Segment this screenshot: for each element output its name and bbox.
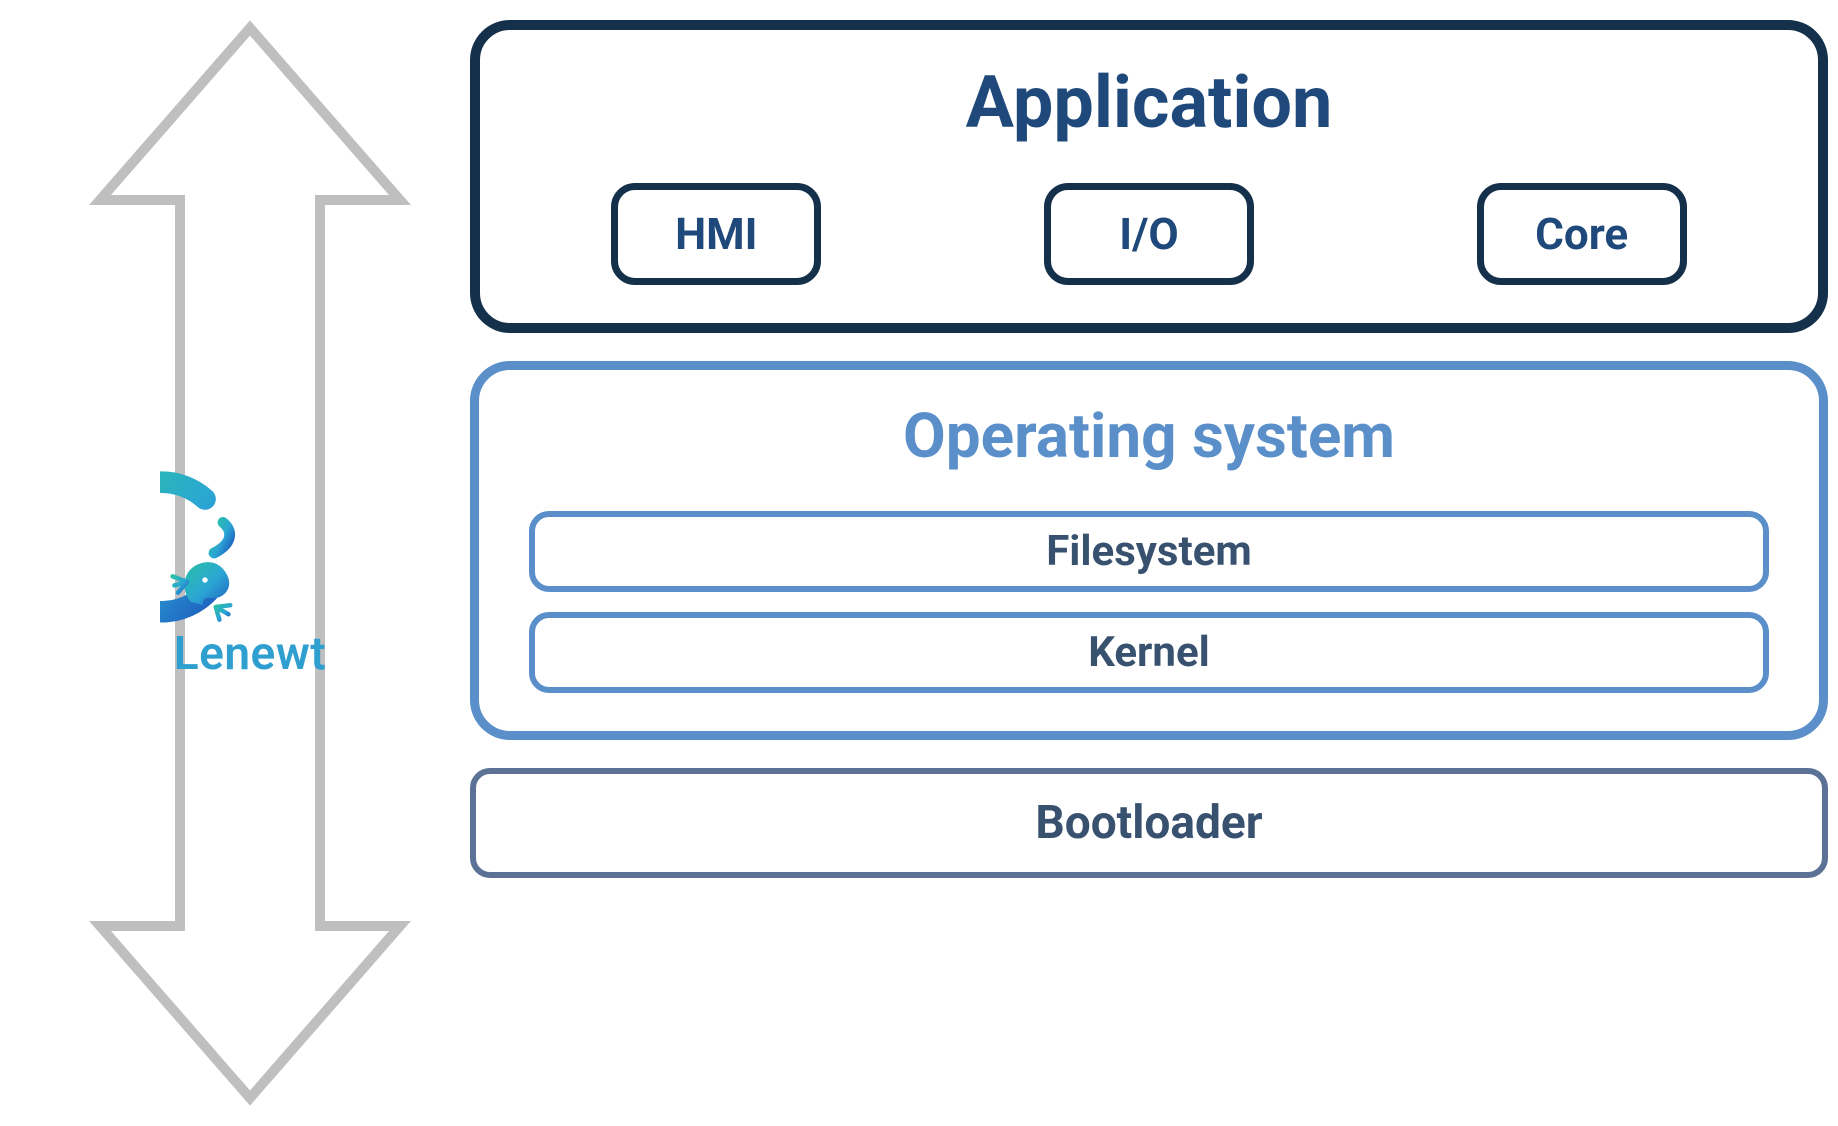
application-module-hmi: HMI xyxy=(611,183,821,285)
diagram-canvas: Lenewt Application HMI I/O Core Operatin… xyxy=(0,0,1838,1126)
logo-block: Lenewt xyxy=(160,445,340,681)
application-module-core: Core xyxy=(1477,183,1687,285)
os-module-kernel: Kernel xyxy=(529,612,1769,693)
application-layer: Application HMI I/O Core xyxy=(470,20,1828,333)
operating-system-layer: Operating system Filesystem Kernel xyxy=(470,361,1828,740)
application-title: Application xyxy=(966,60,1333,145)
bootloader-layer: Bootloader xyxy=(470,768,1828,878)
application-modules-row: HMI I/O Core xyxy=(530,183,1768,285)
operating-system-modules-col: Filesystem Kernel xyxy=(529,511,1769,693)
application-module-io: I/O xyxy=(1044,183,1254,285)
lenewt-logo-icon xyxy=(160,445,340,625)
operating-system-title: Operating system xyxy=(903,400,1395,473)
scope-arrow-column: Lenewt xyxy=(70,20,430,1106)
logo-text: Lenewt xyxy=(160,627,340,681)
os-module-filesystem: Filesystem xyxy=(529,511,1769,592)
layer-stack: Application HMI I/O Core Operating syste… xyxy=(470,20,1828,1106)
